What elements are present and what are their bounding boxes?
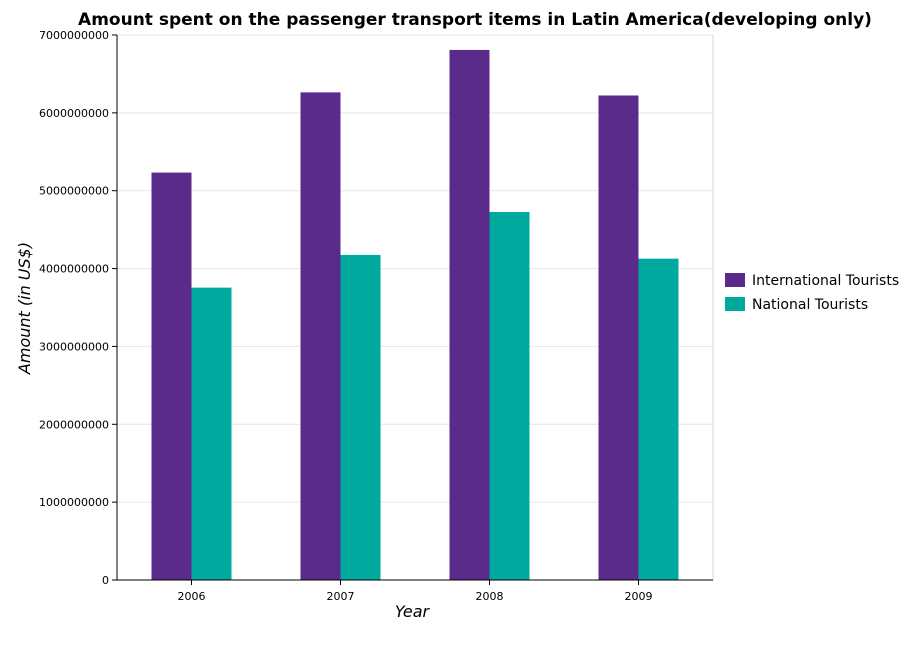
chart-title: Amount spent on the passenger transport … [78, 10, 872, 30]
y-tick-label: 6000000000 [39, 107, 109, 120]
bar-international-tourists-2006 [152, 173, 192, 580]
legend-label: National Tourists [752, 297, 868, 313]
x-tick-label: 2007 [327, 590, 355, 603]
legend-label: International Tourists [752, 273, 899, 289]
y-tick-label: 1000000000 [39, 496, 109, 509]
bar-international-tourists-2009 [599, 95, 639, 580]
x-tick-label: 2006 [178, 590, 206, 603]
y-tick-label: 4000000000 [39, 263, 109, 276]
x-axis-label: Year [395, 602, 431, 621]
y-tick-label: 3000000000 [39, 340, 109, 353]
legend-swatch [725, 297, 745, 311]
x-tick-label: 2008 [476, 590, 504, 603]
y-axis-label: Amount (in US$) [15, 242, 34, 375]
plot-area: 0 1000000000 2000000000 3000000000 400000000… [39, 29, 713, 603]
bar-national-tourists-2008 [490, 212, 530, 580]
bar-national-tourists-2009 [639, 259, 679, 580]
x-tick-label: 2009 [625, 590, 653, 603]
y-tick-label: 2000000000 [39, 418, 109, 431]
y-tick-label: 5000000000 [39, 185, 109, 198]
legend-swatch [725, 273, 745, 287]
bar-international-tourists-2007 [301, 92, 341, 580]
bar-international-tourists-2008 [450, 50, 490, 580]
bar-national-tourists-2007 [341, 255, 381, 580]
bar-national-tourists-2006 [192, 288, 232, 580]
y-tick-label: 0 [102, 574, 109, 587]
y-tick-label: 7000000000 [39, 29, 109, 42]
